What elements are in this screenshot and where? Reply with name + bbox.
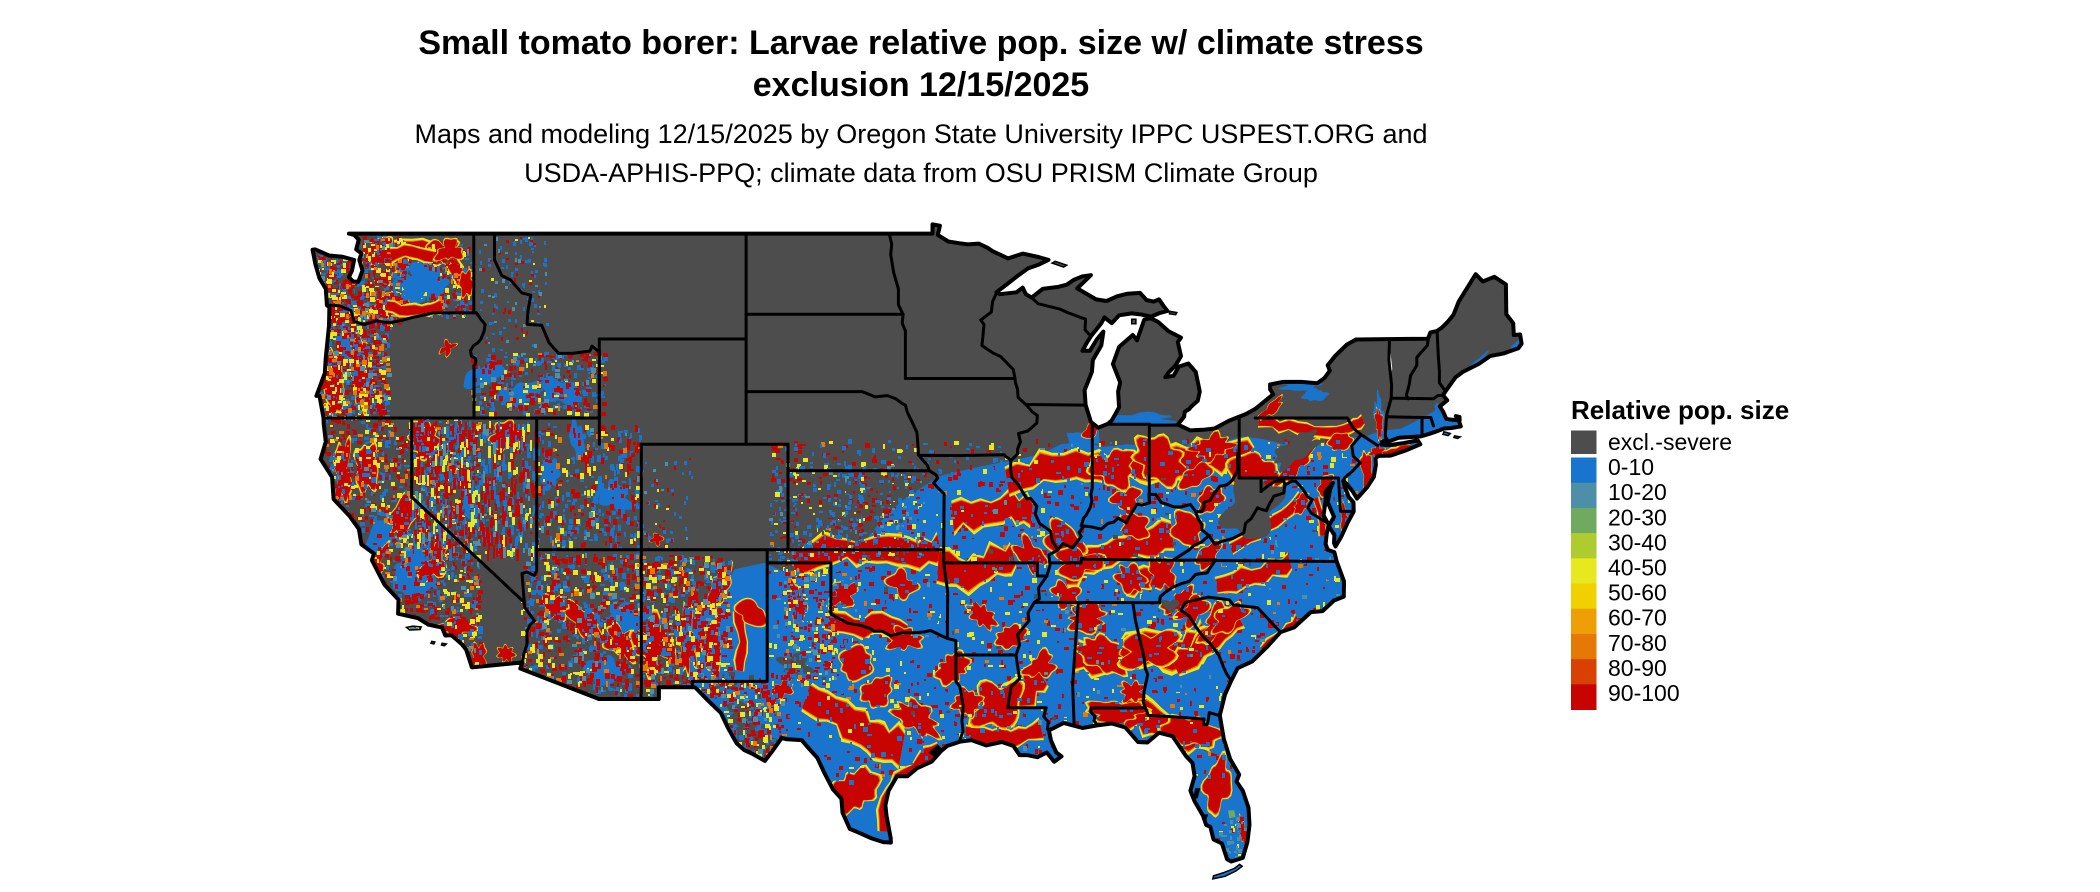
svg-text:exclusion 12/15/2025: exclusion 12/15/2025 — [753, 66, 1089, 104]
svg-text:90-100: 90-100 — [1608, 680, 1680, 706]
svg-text:excl.-severe: excl.-severe — [1608, 429, 1732, 455]
svg-text:Relative pop. size: Relative pop. size — [1571, 395, 1789, 425]
svg-text:0-10: 0-10 — [1608, 454, 1654, 480]
svg-text:Maps and modeling 12/15/2025 b: Maps and modeling 12/15/2025 by Oregon S… — [414, 119, 1427, 149]
svg-text:40-50: 40-50 — [1608, 555, 1667, 581]
svg-text:70-80: 70-80 — [1608, 630, 1667, 656]
svg-text:80-90: 80-90 — [1608, 655, 1667, 681]
svg-text:Small tomato borer: Larvae rel: Small tomato borer: Larvae relative pop.… — [418, 24, 1423, 62]
svg-text:30-40: 30-40 — [1608, 529, 1667, 555]
svg-text:USDA-APHIS-PPQ; climate data f: USDA-APHIS-PPQ; climate data from OSU PR… — [524, 158, 1318, 188]
svg-text:50-60: 50-60 — [1608, 580, 1667, 606]
svg-text:20-30: 20-30 — [1608, 504, 1667, 530]
svg-text:10-20: 10-20 — [1608, 479, 1667, 505]
svg-text:60-70: 60-70 — [1608, 605, 1667, 631]
